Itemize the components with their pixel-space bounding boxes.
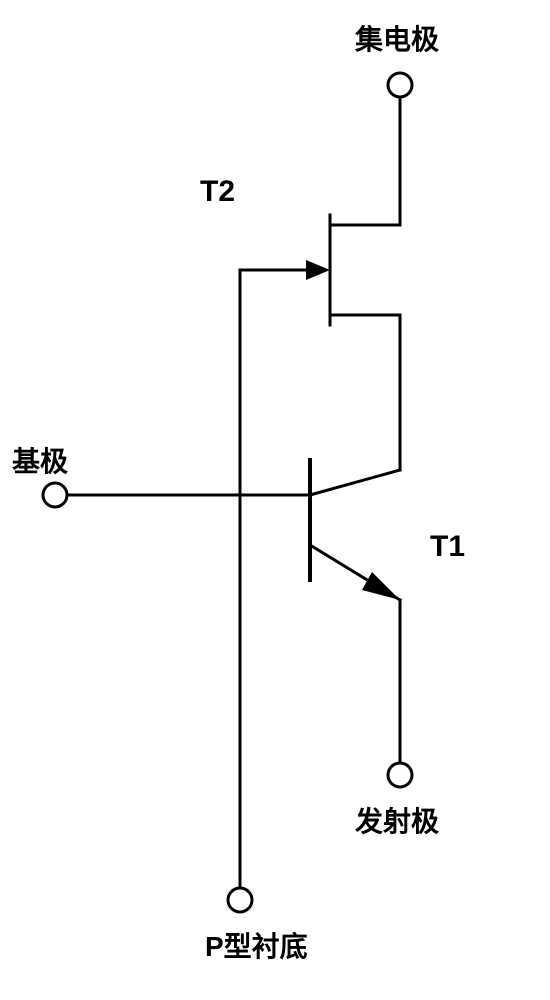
t1-label: T1 <box>430 530 465 564</box>
schematic-svg <box>0 0 550 1000</box>
substrate-label: P型衬底 <box>205 925 308 965</box>
t2-label: T2 <box>200 175 235 209</box>
base-label: 基极 <box>12 440 68 480</box>
circuit-diagram: 集电极 基极 发射极 P型衬底 T2 T1 <box>0 0 550 1000</box>
collector-terminal <box>388 73 412 97</box>
base-terminal <box>43 483 67 507</box>
collector-label: 集电极 <box>355 18 439 58</box>
emitter-label: 发射极 <box>355 800 439 840</box>
emitter-terminal <box>388 763 412 787</box>
substrate-terminal <box>228 888 252 912</box>
